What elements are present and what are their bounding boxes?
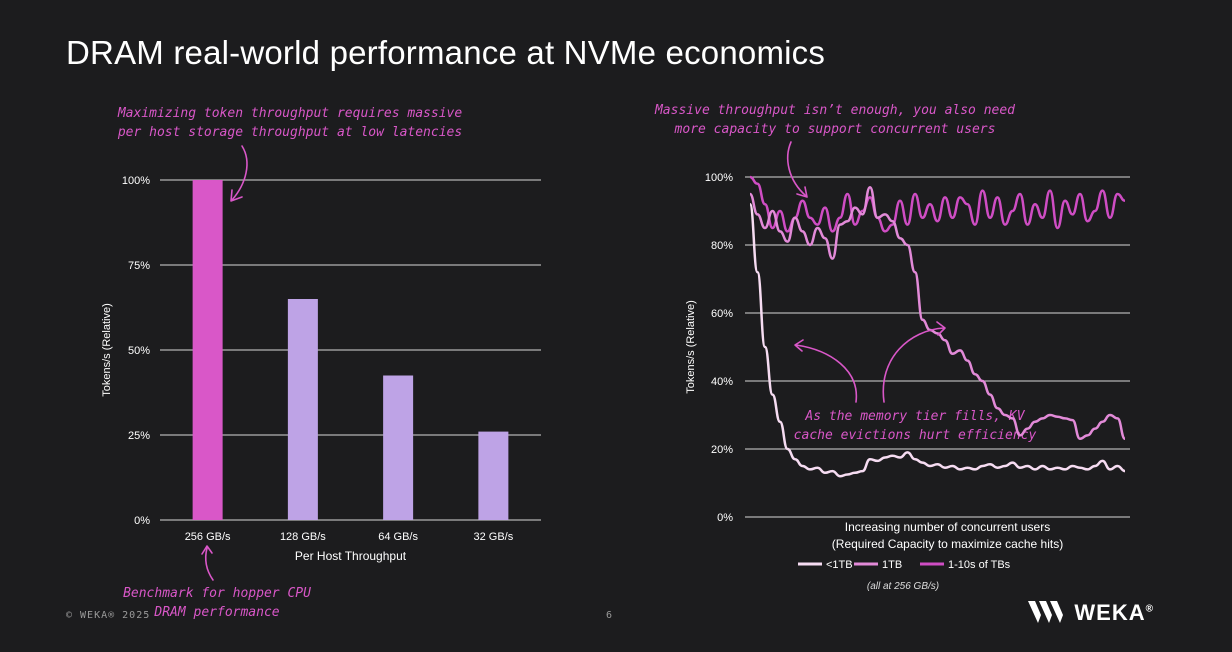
bar-y-tick-label: 0% [134,515,150,527]
bar [383,375,414,520]
copyright: © WEKA® 2025 [66,610,151,621]
bar-x-axis-label: Per Host Throughput [295,549,407,563]
right-mid-annotation: As the memory tier fills, KV cache evict… [790,407,1040,445]
line-x-axis-label-2: (Required Capacity to maximize cache hit… [832,537,1063,551]
line-series-1TB [749,185,1126,441]
left-top-annotation-line-1: Maximizing token throughput requires mas… [117,106,463,121]
line-y-tick-label: 0% [717,512,733,524]
logo-text: WEKA® [1074,600,1154,626]
left-top-annotation: Maximizing token throughput requires mas… [110,104,470,142]
bar-x-tick-label: 128 GB/s [280,531,326,543]
line-y-tick-label: 20% [711,444,733,456]
arrow-to-lines-top [787,141,807,197]
arrow-to-lines-top-head [796,186,808,198]
arrow-to-1tb-line-head [936,321,946,336]
right-mid-annotation-line-2: cache evictions hurt efficiency [793,428,1037,443]
logo-wordmark: WEKA [1074,600,1146,625]
bar-y-tick-label: 100% [122,175,150,187]
line-chart-note: (all at 256 GB/s) [867,581,939,592]
arrow-to-top-bar [231,145,248,201]
bar-x-tick-label: 32 GB/s [474,531,514,543]
slide-title: DRAM real-world performance at NVMe econ… [66,34,826,71]
weka-mark-icon [1028,601,1064,623]
weka-logo: WEKA® [1028,600,1154,626]
line-y-tick-label: 60% [711,308,733,320]
arrow-to-lt1-line [795,344,858,403]
right-top-annotation-line-2: more capacity to support concurrent user… [674,122,996,137]
line-series-1-10s of TBs [749,175,1126,233]
arrow-to-first-category-head [201,545,213,555]
bar-y-tick-label: 75% [128,260,150,272]
arrow-to-first-category [204,547,214,581]
right-top-annotation: Massive throughput isn’t enough, you als… [650,101,1020,139]
bar [478,431,509,520]
right-mid-annotation-line-1: As the memory tier fills, KV [805,409,1025,424]
bar-y-tick-label: 50% [128,345,150,357]
left-bottom-annotation-line-2: DRAM performance [154,605,280,620]
bar-y-tick-label: 25% [128,430,150,442]
line-y-tick-label: 80% [711,240,733,252]
left-bottom-annotation: Benchmark for hopper CPU DRAM performanc… [122,584,312,622]
left-top-annotation-line-2: per host storage throughput at low laten… [117,125,463,140]
arrow-to-lt1-line-head [794,339,804,352]
bar [287,299,318,520]
legend-label: <1TB [826,559,853,571]
line-y-tick-label: 100% [705,172,733,184]
bar-x-tick-label: 64 GB/s [378,531,418,543]
legend-label: 1-10s of TBs [948,559,1011,571]
bar-x-tick-label: 256 GB/s [185,531,231,543]
line-y-axis-label: Tokens/s (Relative) [685,300,697,394]
arrow-to-top-bar-head [230,189,243,202]
bar-y-axis-label: Tokens/s (Relative) [101,303,113,397]
legend-label: 1TB [882,559,902,571]
bar [192,180,223,520]
page-number: 6 [606,610,614,621]
line-y-tick-label: 40% [711,376,733,388]
arrow-to-1tb-line [882,327,945,403]
line-series-<1TB [748,202,1126,478]
line-x-axis-label-1: Increasing number of concurrent users [845,520,1050,534]
right-top-annotation-line-1: Massive throughput isn’t enough, you als… [654,103,1016,118]
logo-registered-mark: ® [1145,603,1154,615]
left-bottom-annotation-line-1: Benchmark for hopper CPU [123,586,311,601]
